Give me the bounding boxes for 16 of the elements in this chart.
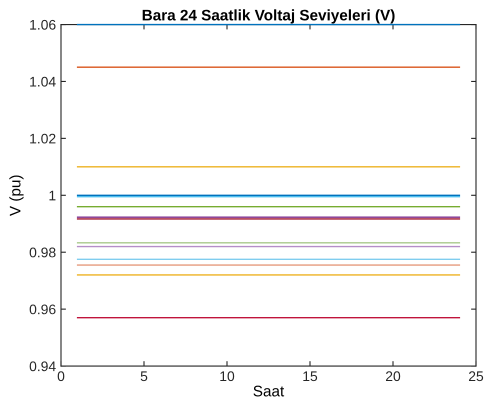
y-tick-label: 1.06	[30, 20, 56, 30]
y-tick-label: 1.02	[30, 134, 56, 144]
x-tick-label: 5	[140, 371, 148, 382]
y-tick-label: 0.96	[30, 304, 56, 314]
x-tick-label: 10	[220, 371, 234, 382]
x-tick-label: 15	[303, 371, 318, 382]
x-tick-label: 25	[468, 371, 484, 382]
x-tick-label: 20	[386, 371, 400, 382]
y-axis-title: V (pu)	[9, 175, 24, 216]
chart-title: Bara 24 Saatlik Voltaj Seviyeleri (V)	[142, 9, 395, 24]
x-tick-label: 0	[58, 371, 64, 382]
y-tick-label: 1	[49, 190, 56, 200]
y-tick-label: 0.98	[30, 248, 56, 258]
x-axis-title: Saat	[253, 386, 284, 396]
y-tick-label: 0.94	[30, 361, 56, 372]
y-tick-label: 1.04	[30, 76, 56, 87]
